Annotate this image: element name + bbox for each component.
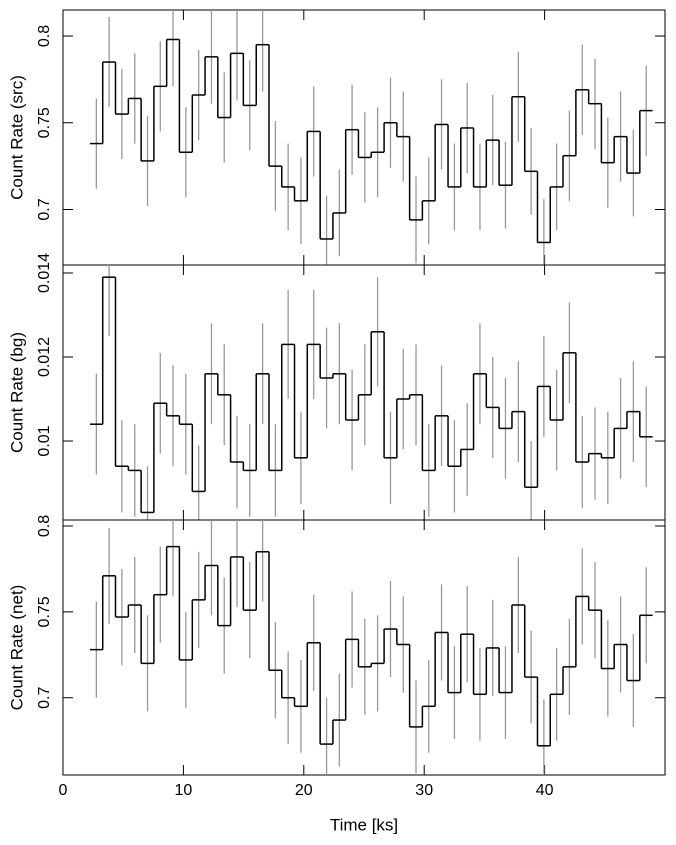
- y-tick-label: 0.7: [36, 687, 53, 709]
- y-tick-label: 0.014: [36, 253, 53, 293]
- y-tick-label: 0.75: [36, 107, 53, 138]
- y-tick-label: 0.8: [36, 515, 53, 537]
- y-axis-label: Count Rate (bg): [7, 332, 26, 453]
- x-tick-label: 0: [59, 782, 68, 799]
- x-tick-label: 40: [536, 782, 554, 799]
- y-axis-label: Count Rate (src): [7, 75, 26, 200]
- panel-frame: [62, 519, 666, 776]
- y-tick-label: 0.01: [36, 425, 53, 456]
- y-tick-label: 0.7: [36, 198, 53, 220]
- y-tick-label: 0.8: [36, 25, 53, 47]
- x-tick-label: 30: [415, 782, 433, 799]
- x-axis-label: Time [ks]: [330, 815, 398, 834]
- y-tick-label: 0.75: [36, 596, 53, 627]
- y-axis-label: Count Rate (net): [7, 585, 26, 711]
- x-tick-label: 10: [175, 782, 193, 799]
- x-tick-label: 20: [295, 782, 313, 799]
- y-tick-label: 0.012: [36, 337, 53, 377]
